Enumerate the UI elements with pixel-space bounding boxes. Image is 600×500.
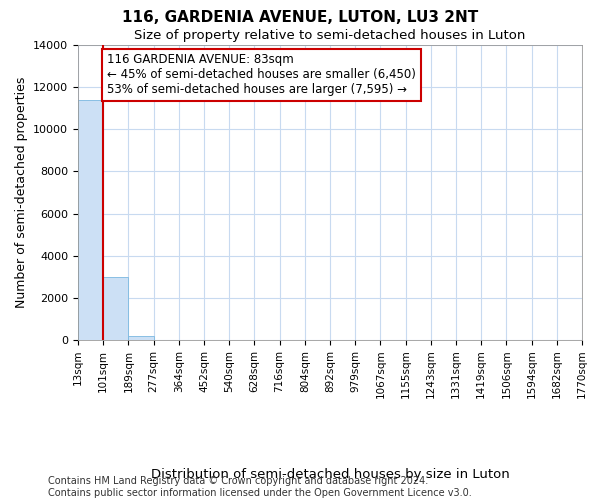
Y-axis label: Number of semi-detached properties: Number of semi-detached properties: [14, 77, 28, 308]
Bar: [128, 336, 154, 340]
Title: Size of property relative to semi-detached houses in Luton: Size of property relative to semi-detach…: [134, 30, 526, 43]
X-axis label: Distribution of semi-detached houses by size in Luton: Distribution of semi-detached houses by …: [151, 468, 509, 481]
Bar: [103, 277, 128, 340]
Text: Contains HM Land Registry data © Crown copyright and database right 2024.
Contai: Contains HM Land Registry data © Crown c…: [48, 476, 472, 498]
Text: 116, GARDENIA AVENUE, LUTON, LU3 2NT: 116, GARDENIA AVENUE, LUTON, LU3 2NT: [122, 10, 478, 25]
Bar: [78, 100, 103, 340]
Text: 116 GARDENIA AVENUE: 83sqm
← 45% of semi-detached houses are smaller (6,450)
53%: 116 GARDENIA AVENUE: 83sqm ← 45% of semi…: [107, 54, 416, 96]
